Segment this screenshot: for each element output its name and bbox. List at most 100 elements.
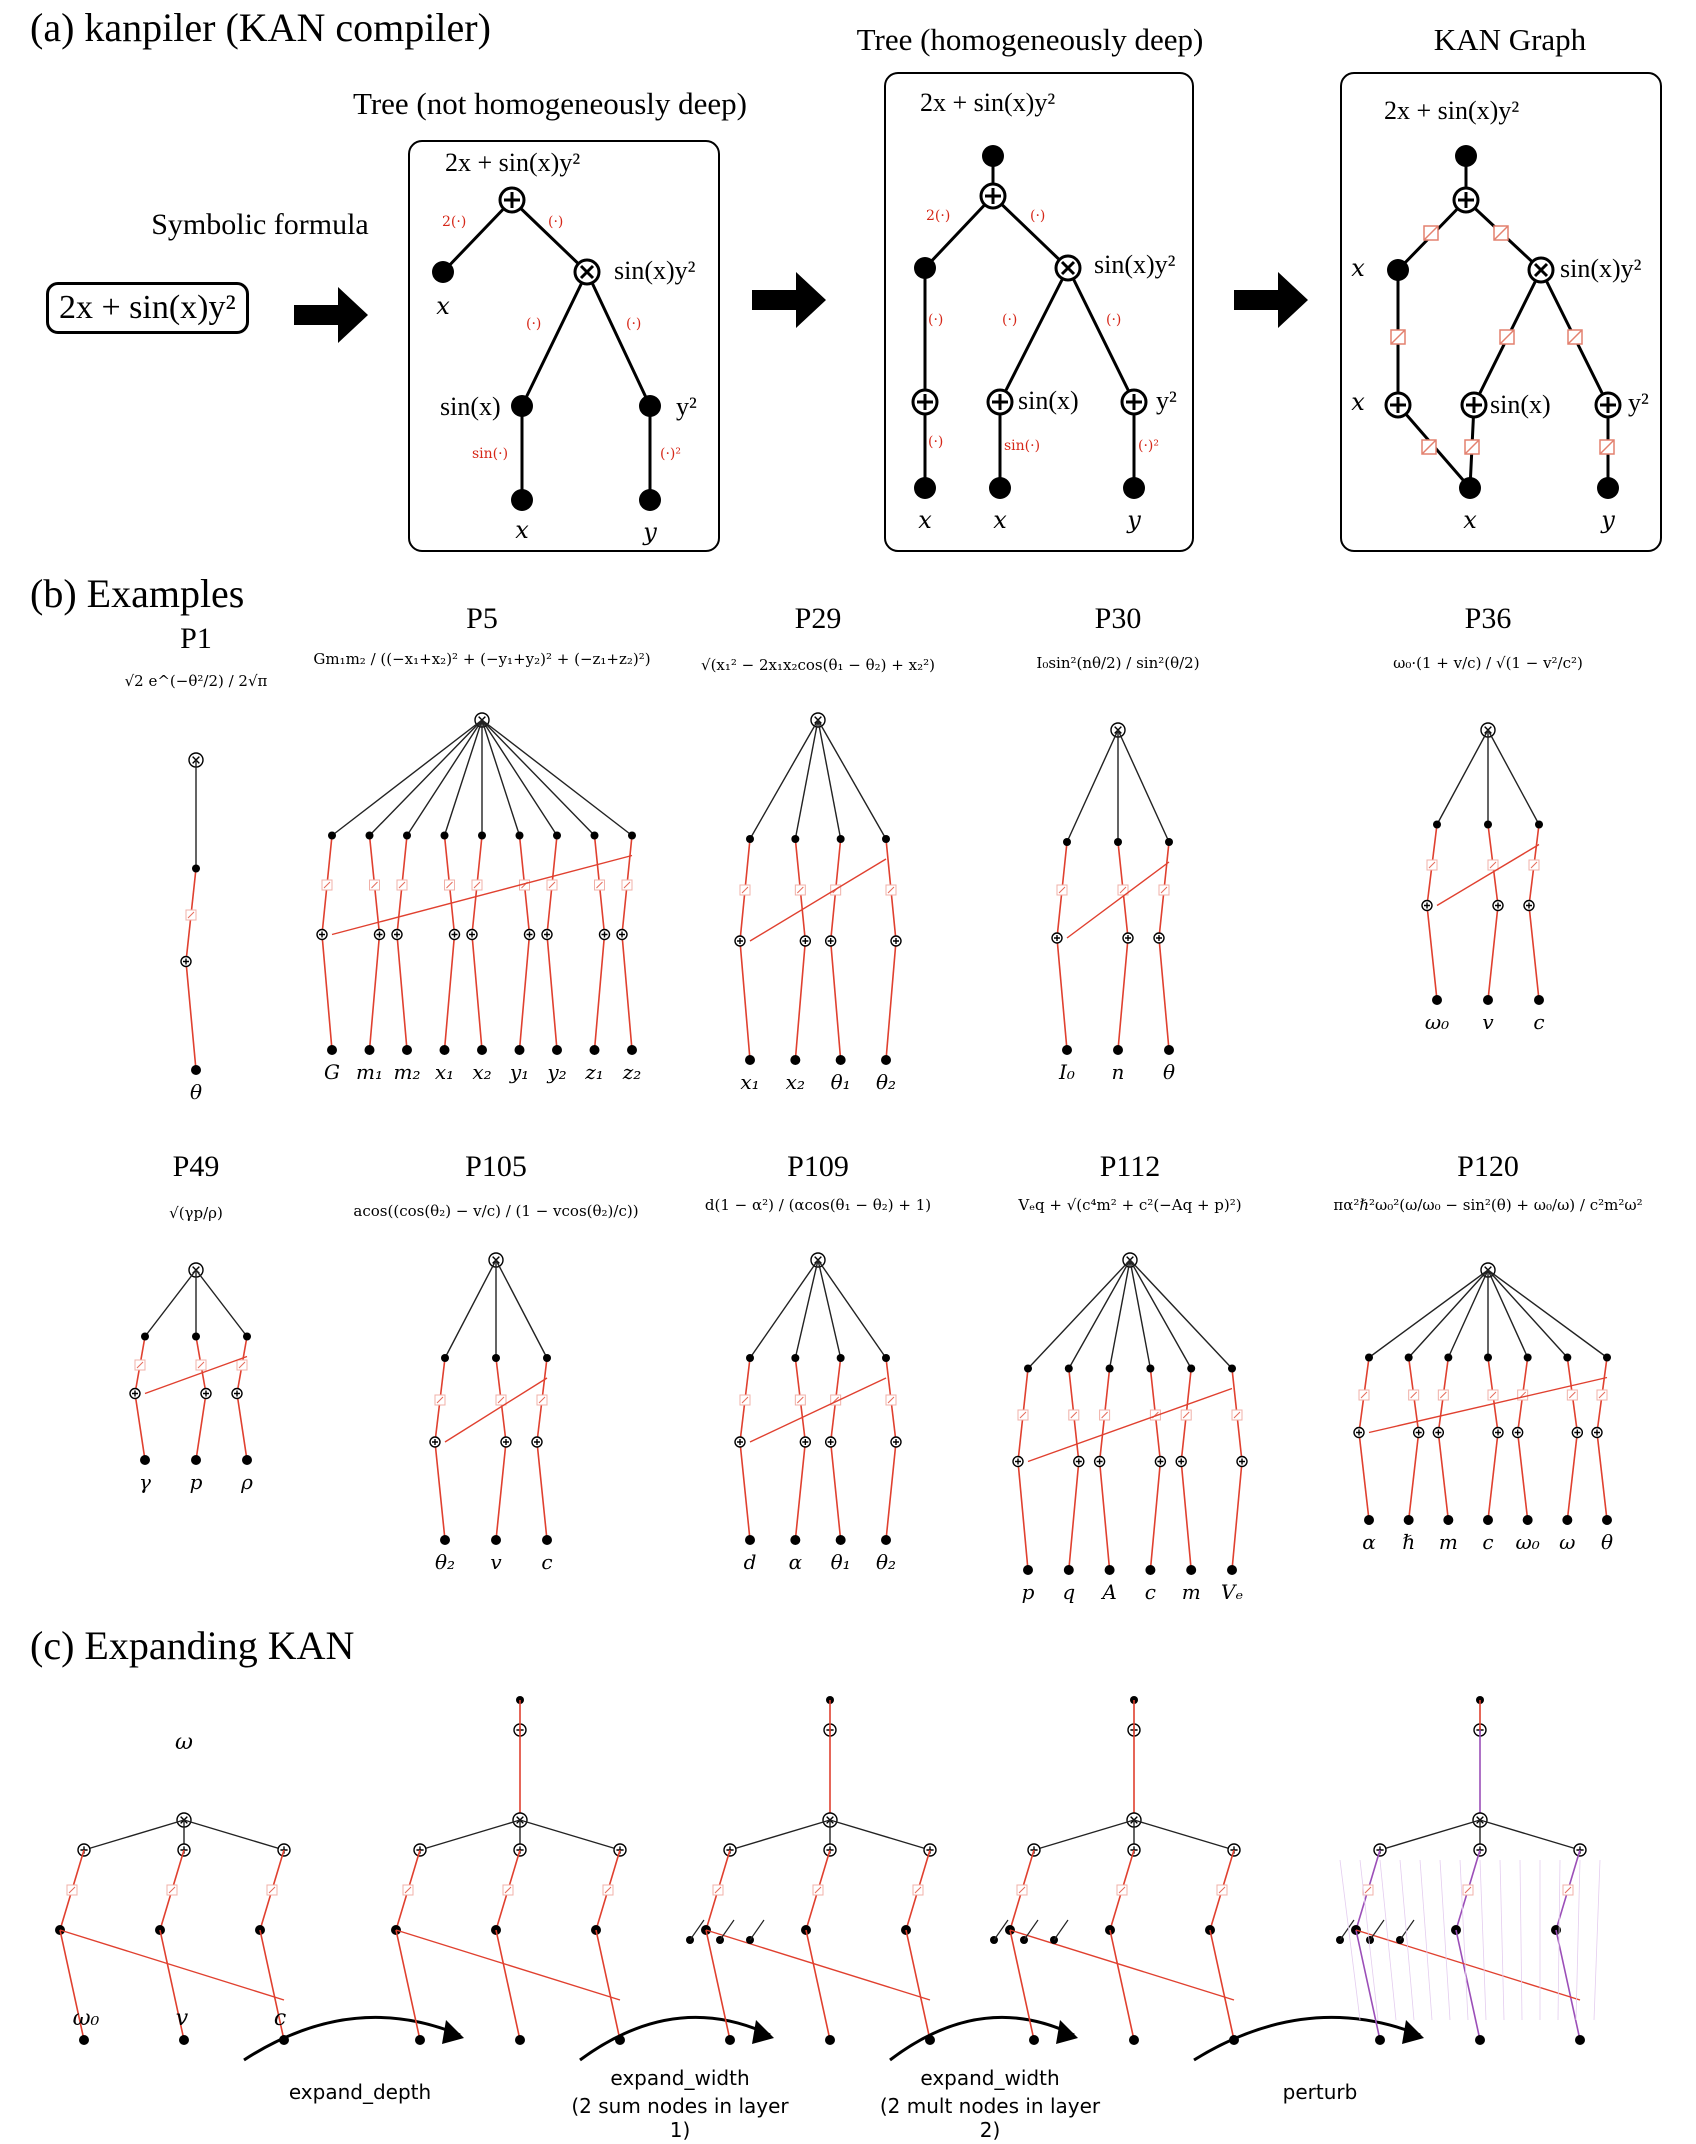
node xyxy=(1114,838,1122,846)
tree1-prod-expr: sin(x)y² xyxy=(614,256,696,285)
sum-icon xyxy=(1239,1458,1245,1465)
node xyxy=(746,835,754,843)
step-arrow xyxy=(243,2015,461,2062)
activation-curve xyxy=(1568,1391,1576,1399)
input-node xyxy=(1562,1515,1573,1525)
input-node xyxy=(745,1055,755,1065)
edge xyxy=(183,1819,285,1851)
example-var-P112-4: m xyxy=(1181,1580,1201,1604)
input-node xyxy=(191,1065,201,1075)
sum-icon xyxy=(1415,1429,1422,1436)
edge xyxy=(481,719,558,836)
edge xyxy=(1566,1432,1579,1521)
edge xyxy=(495,1259,548,1359)
edge xyxy=(1355,1929,1381,2041)
example-formula-P112: Vₑq + √(c⁴m² + c²(−Aq + p)²) xyxy=(1018,1196,1242,1214)
example-title-P109: P109 xyxy=(787,1150,849,1183)
activation-curve xyxy=(623,881,631,889)
edge xyxy=(705,1929,731,2041)
edge xyxy=(885,1441,897,1541)
activation-curve xyxy=(197,1361,205,1369)
edge xyxy=(395,1929,421,2041)
activation-curve xyxy=(1564,1886,1572,1894)
step-perturb: perturb xyxy=(1282,2080,1358,2104)
edge xyxy=(1033,1819,1135,1851)
sum-icon xyxy=(1526,902,1532,909)
example-var-P112-2: A xyxy=(1102,1580,1117,1604)
input-node xyxy=(1375,2035,1385,2045)
input-node xyxy=(589,1045,600,1055)
edge xyxy=(1459,1859,1469,2021)
sum-icon xyxy=(1075,1458,1082,1465)
activation-curve xyxy=(1182,1411,1190,1419)
input-node xyxy=(491,1535,501,1545)
edge xyxy=(829,1819,931,1851)
example-var-P120-5: ω xyxy=(1559,1530,1576,1554)
activation-curve xyxy=(323,881,331,889)
edge xyxy=(1408,1269,1489,1358)
input-node xyxy=(242,1455,252,1465)
input-node xyxy=(881,1535,891,1545)
sum-icon xyxy=(1495,1429,1501,1436)
node xyxy=(1563,1353,1572,1362)
kan-graph-box xyxy=(1340,72,1662,552)
edge xyxy=(794,1259,819,1359)
input-node xyxy=(1145,1565,1156,1575)
example-var-P30-1: n xyxy=(1111,1060,1125,1084)
example-formula-P5: Gm₁m₂ / ((−x₁+x₂)² + (−y₁+y₂)² + (−z₁+z₂… xyxy=(313,650,651,668)
edge xyxy=(1117,937,1129,1051)
example-var-P5-3: x₁ xyxy=(434,1060,455,1084)
activation-curve xyxy=(404,1886,412,1894)
activation-curve xyxy=(504,1886,512,1894)
edge xyxy=(481,719,521,836)
edge xyxy=(1519,1859,1523,2021)
edge xyxy=(1487,905,1499,1001)
node xyxy=(882,835,890,843)
edge xyxy=(1068,1259,1131,1369)
node xyxy=(791,1354,800,1362)
edge xyxy=(1487,729,1540,825)
edge xyxy=(1516,1432,1529,1521)
edge xyxy=(1009,1929,1035,2041)
edge xyxy=(1528,905,1540,1001)
activation-curve xyxy=(1364,1886,1372,1894)
example-title-P5: P5 xyxy=(466,602,498,635)
edge xyxy=(481,719,633,837)
activation-curve xyxy=(1464,1886,1472,1894)
edge xyxy=(794,1441,807,1541)
node xyxy=(1523,1353,1532,1362)
edge xyxy=(406,719,483,836)
activation-curve xyxy=(1118,1886,1126,1894)
node xyxy=(1603,1353,1611,1362)
node xyxy=(441,1354,449,1362)
edge xyxy=(1555,1929,1581,2041)
sum-icon xyxy=(601,931,608,938)
edge xyxy=(593,934,606,1051)
sum-icon xyxy=(1156,935,1162,941)
edge xyxy=(59,1929,285,2001)
edge xyxy=(1017,1461,1029,1571)
edge xyxy=(236,1393,248,1461)
tree2-fn-sq: (·)² xyxy=(1138,438,1159,454)
node xyxy=(882,1354,890,1362)
sum-icon xyxy=(893,938,899,944)
edge xyxy=(1358,1432,1370,1521)
sum-icon xyxy=(534,1439,540,1445)
input-node xyxy=(140,1455,150,1465)
example-formula-P1: √2 e^(−θ²/2) / 2√π xyxy=(124,672,268,690)
edge xyxy=(1407,1432,1420,1521)
panel-b-title: (b) Examples xyxy=(30,571,245,616)
example-var-P29-0: x₁ xyxy=(740,1070,760,1094)
edge xyxy=(621,934,633,1051)
edge xyxy=(144,1355,248,1395)
activation-curve xyxy=(1233,1411,1241,1419)
input-node xyxy=(514,1045,525,1055)
node xyxy=(590,831,599,840)
node xyxy=(1187,1364,1196,1373)
tree1-var-y: y xyxy=(643,518,657,546)
activation-curve xyxy=(714,1886,722,1894)
edge xyxy=(1487,1269,1568,1358)
panel-b-graphics xyxy=(129,712,1612,1575)
edge xyxy=(1056,937,1068,1051)
example-var-P5-7: z₁ xyxy=(585,1060,604,1084)
